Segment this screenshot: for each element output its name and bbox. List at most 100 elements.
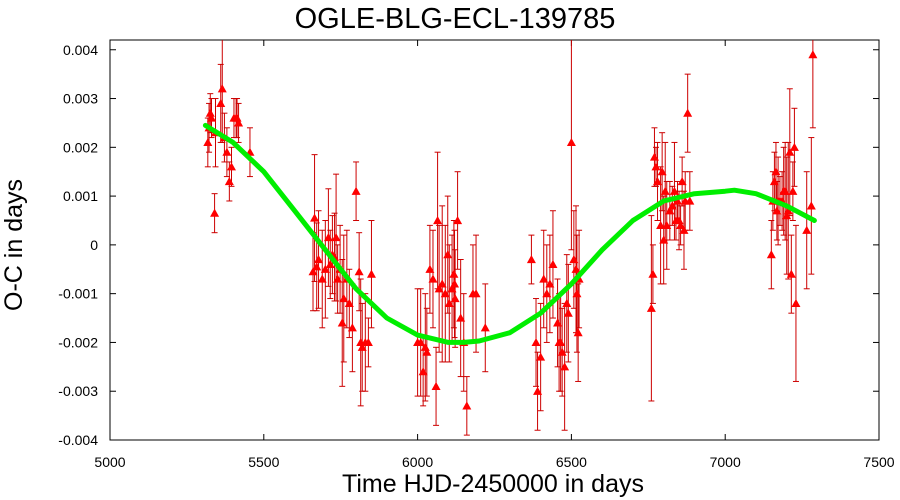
data-point <box>653 176 663 186</box>
data-point <box>471 289 481 298</box>
data-point <box>785 147 795 156</box>
data-point <box>314 255 324 264</box>
data-point <box>667 201 677 210</box>
data-point <box>808 50 818 59</box>
errorbar-layer <box>204 40 816 436</box>
data-point <box>657 167 667 176</box>
data-point <box>573 328 583 337</box>
data-point <box>539 274 549 283</box>
data-point <box>420 342 430 351</box>
data-point <box>545 279 555 288</box>
data-point <box>683 108 693 117</box>
data-point <box>462 401 472 410</box>
data-point <box>569 255 579 264</box>
data-point <box>323 233 333 242</box>
data-point <box>333 274 343 283</box>
data-point <box>216 98 226 108</box>
data-point <box>416 337 426 347</box>
data-point <box>560 362 570 371</box>
data-point <box>449 269 459 278</box>
data-point <box>566 137 576 147</box>
data-point <box>769 176 779 186</box>
data-point <box>227 162 237 171</box>
y-tick-label: 0.003 <box>63 91 98 107</box>
y-tick-label: -0.001 <box>58 286 98 302</box>
data-point <box>480 323 490 332</box>
data-point <box>422 347 432 356</box>
data-point <box>456 313 466 322</box>
data-point <box>676 220 686 229</box>
data-point <box>425 264 435 273</box>
data-point <box>434 284 444 293</box>
data-point <box>450 294 460 303</box>
data-point <box>363 337 373 347</box>
data-point <box>536 352 546 361</box>
y-tick-label: -0.002 <box>58 334 98 350</box>
data-point <box>207 113 217 122</box>
x-tick-label: 5500 <box>248 454 279 470</box>
data-point <box>665 206 675 215</box>
data-point <box>344 298 354 308</box>
data-point <box>431 381 441 390</box>
data-point <box>772 206 782 215</box>
x-axis: 5000 5500 6000 6500 7000 7500 <box>94 40 895 470</box>
data-point <box>791 298 801 308</box>
data-point <box>354 267 364 276</box>
plot-area <box>109 39 880 441</box>
plot-frame <box>109 39 880 441</box>
data-point <box>648 269 658 278</box>
x-tick-label: 5000 <box>94 454 125 470</box>
data-point <box>557 347 567 356</box>
data-point <box>563 308 573 317</box>
data-point <box>232 113 242 122</box>
x-tick-label: 6000 <box>402 454 433 470</box>
data-point <box>766 250 776 259</box>
data-point <box>312 262 322 271</box>
data-point <box>788 186 798 195</box>
data-point <box>783 206 793 215</box>
data-point <box>780 186 790 195</box>
y-tick-label: 0 <box>90 237 98 253</box>
x-tick-label: 7000 <box>710 454 741 470</box>
data-point <box>339 294 349 303</box>
data-point <box>771 167 781 176</box>
data-point <box>310 213 320 222</box>
y-tick-label: 0.004 <box>63 42 98 58</box>
data-point <box>669 186 679 195</box>
data-point <box>234 118 244 127</box>
fit-curve-layer <box>202 122 817 345</box>
data-point <box>418 367 428 376</box>
data-point <box>782 211 792 220</box>
y-tick-label: -0.003 <box>58 383 98 399</box>
y-tick-label: 0.001 <box>63 188 98 204</box>
data-point <box>222 147 232 156</box>
data-point <box>802 225 812 234</box>
y-tick-label: 0.002 <box>63 139 98 155</box>
x-tick-label: 7500 <box>863 454 894 470</box>
x-axis-label: Time HJD-2450000 in days <box>342 470 644 498</box>
data-point <box>806 201 816 210</box>
data-point <box>553 318 563 327</box>
data-point <box>347 323 357 332</box>
data-point <box>320 264 330 273</box>
data-point <box>660 186 670 195</box>
data-point <box>337 318 347 327</box>
data-point <box>366 269 376 278</box>
data-point <box>562 298 572 308</box>
data-point <box>440 289 450 298</box>
data-point <box>357 342 367 351</box>
data-point <box>662 220 672 229</box>
y-axis: -0.004 -0.003 -0.002 -0.001 0 0.001 0.002 0.003… <box>58 42 879 448</box>
data-point <box>548 259 558 268</box>
data-point <box>447 284 457 293</box>
data-point <box>331 233 341 242</box>
data-point <box>556 337 566 347</box>
data-point <box>205 108 215 117</box>
data-point <box>224 176 234 186</box>
data-point <box>531 337 541 347</box>
data-point <box>217 84 227 93</box>
data-point <box>325 259 335 268</box>
data-point <box>450 279 460 288</box>
data-point <box>571 264 581 273</box>
data-point <box>542 289 552 298</box>
